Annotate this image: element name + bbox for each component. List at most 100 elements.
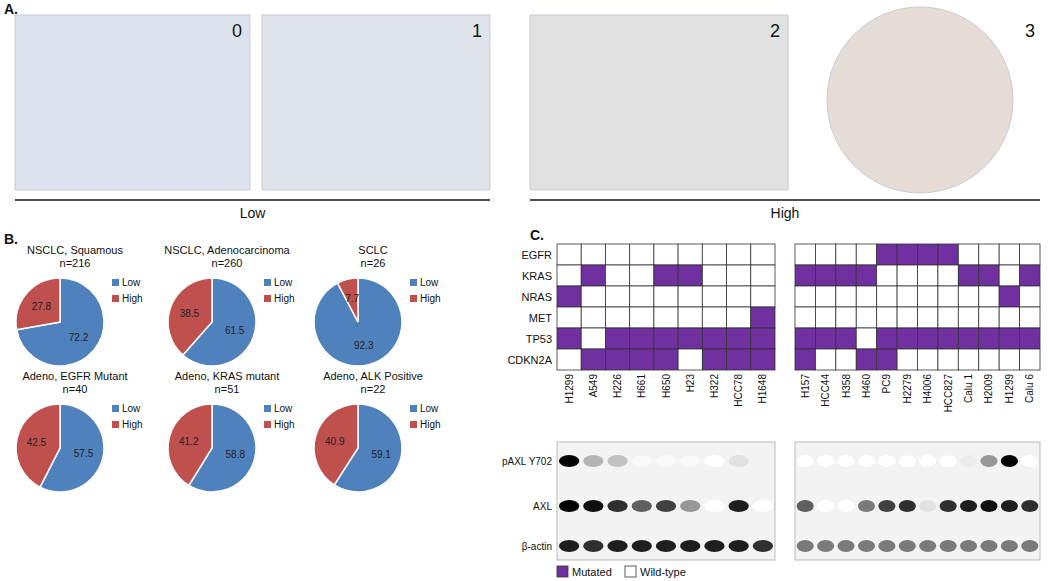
pie-slice: [314, 404, 358, 485]
blot-band: [878, 455, 895, 467]
mutation-cell: [918, 265, 938, 286]
mutation-cell: [678, 349, 702, 370]
mutation-cell: [795, 349, 815, 370]
data-label: 42.5: [27, 437, 47, 448]
blot-band: [753, 540, 773, 552]
mutation-cell: [815, 286, 835, 307]
mutation-cell: [815, 244, 835, 265]
legend-label: Mutated: [572, 566, 612, 578]
blot-band: [583, 540, 603, 552]
data-label: 59.1: [371, 449, 391, 460]
legend-label: High: [122, 293, 143, 304]
mutation-cell: [897, 265, 917, 286]
legend-label: High: [122, 419, 143, 430]
mutation-cell: [999, 286, 1019, 307]
chart-subtitle: n=22: [361, 383, 386, 395]
blot-band: [980, 500, 997, 512]
chart-title: Adeno, ALK Positive: [323, 370, 423, 382]
data-label: 57.5: [74, 448, 94, 459]
pie-slice: [314, 278, 402, 366]
blot-band: [919, 540, 936, 552]
blot-band: [680, 455, 700, 467]
data-label: 41.2: [179, 436, 199, 447]
mutation-cell: [581, 349, 605, 370]
mutation-cell: [877, 286, 897, 307]
mutation-cell: [979, 328, 999, 349]
mutation-cell: [815, 265, 835, 286]
chart-subtitle: n=40: [63, 383, 88, 395]
legend-label: Low: [420, 403, 439, 414]
mutation-cell: [678, 244, 702, 265]
mutation-cell: [938, 307, 958, 328]
mutation-cell: [605, 307, 629, 328]
data-label: 38.5: [180, 308, 200, 319]
pie-slice: [168, 278, 212, 355]
mutation-cell: [1020, 307, 1040, 328]
blot-band: [583, 455, 603, 467]
mutation-cell: [605, 244, 629, 265]
mutation-cell: [605, 349, 629, 370]
mutation-cell: [938, 244, 958, 265]
mutation-cell: [605, 286, 629, 307]
mutation-cell: [557, 265, 581, 286]
legend-label: Low: [274, 277, 293, 288]
mutation-cell: [979, 349, 999, 370]
mutation-cell: [727, 349, 751, 370]
legend-swatch: [264, 295, 271, 302]
ihc-image: [15, 15, 250, 190]
blot-band: [559, 455, 579, 467]
mutation-cell: [795, 244, 815, 265]
group-label: High: [771, 205, 800, 221]
mutation-cell: [727, 328, 751, 349]
mutation-cell: [856, 265, 876, 286]
pie-slices: [314, 404, 402, 492]
mutation-cell: [877, 328, 897, 349]
mutation-cell: [999, 307, 1019, 328]
cell-line-label: HCC44: [820, 374, 831, 407]
chart-subtitle: n=260: [212, 257, 243, 269]
mutation-cell: [654, 244, 678, 265]
chart-title: Adeno, KRAS mutant: [175, 370, 280, 382]
panel-label: C.: [530, 227, 544, 243]
mutation-cell: [856, 307, 876, 328]
cell-line-label: PC9: [881, 374, 892, 394]
mutation-cell: [795, 307, 815, 328]
mutation-cell: [630, 265, 654, 286]
mutation-cell: [630, 307, 654, 328]
mutation-cell: [958, 328, 978, 349]
blot-band: [817, 455, 834, 467]
gene-label: KRAS: [522, 270, 552, 282]
chart-subtitle: n=216: [60, 257, 91, 269]
mutation-cell: [1020, 349, 1040, 370]
mutation-cell: [678, 286, 702, 307]
blot-band: [858, 500, 875, 512]
pie-slice: [16, 404, 60, 487]
gene-label: CDKN2A: [507, 354, 552, 366]
blot-band: [1021, 455, 1038, 467]
cell-line-label: H1299: [564, 374, 575, 404]
cell-line-label: Calu 6: [1024, 374, 1035, 403]
blot-band: [704, 500, 724, 512]
legend-swatch: [410, 421, 417, 428]
legend-label: Wild-type: [640, 566, 686, 578]
mutation-cell: [654, 349, 678, 370]
mutation-cell: [938, 328, 958, 349]
mutation-cell: [979, 286, 999, 307]
blot-band: [728, 540, 748, 552]
blot-band: [817, 540, 834, 552]
mutation-cell: [751, 244, 775, 265]
legend-label: High: [274, 419, 295, 430]
mutation-cell: [751, 349, 775, 370]
pie-slices: [16, 278, 104, 366]
legend-swatch: [112, 421, 119, 428]
cell-line-label: H2009: [983, 374, 994, 404]
mutation-cell: [630, 328, 654, 349]
group-label: Low: [240, 205, 267, 221]
blot-band: [1001, 455, 1018, 467]
pie-chart: Adeno, ALK Positiven=2259.140.9LowHigh: [314, 370, 441, 492]
pie-slices: [168, 404, 256, 492]
blot-band: [899, 455, 916, 467]
mutation-cell: [877, 244, 897, 265]
panel-label: B.: [4, 231, 18, 247]
mutation-cell: [877, 265, 897, 286]
